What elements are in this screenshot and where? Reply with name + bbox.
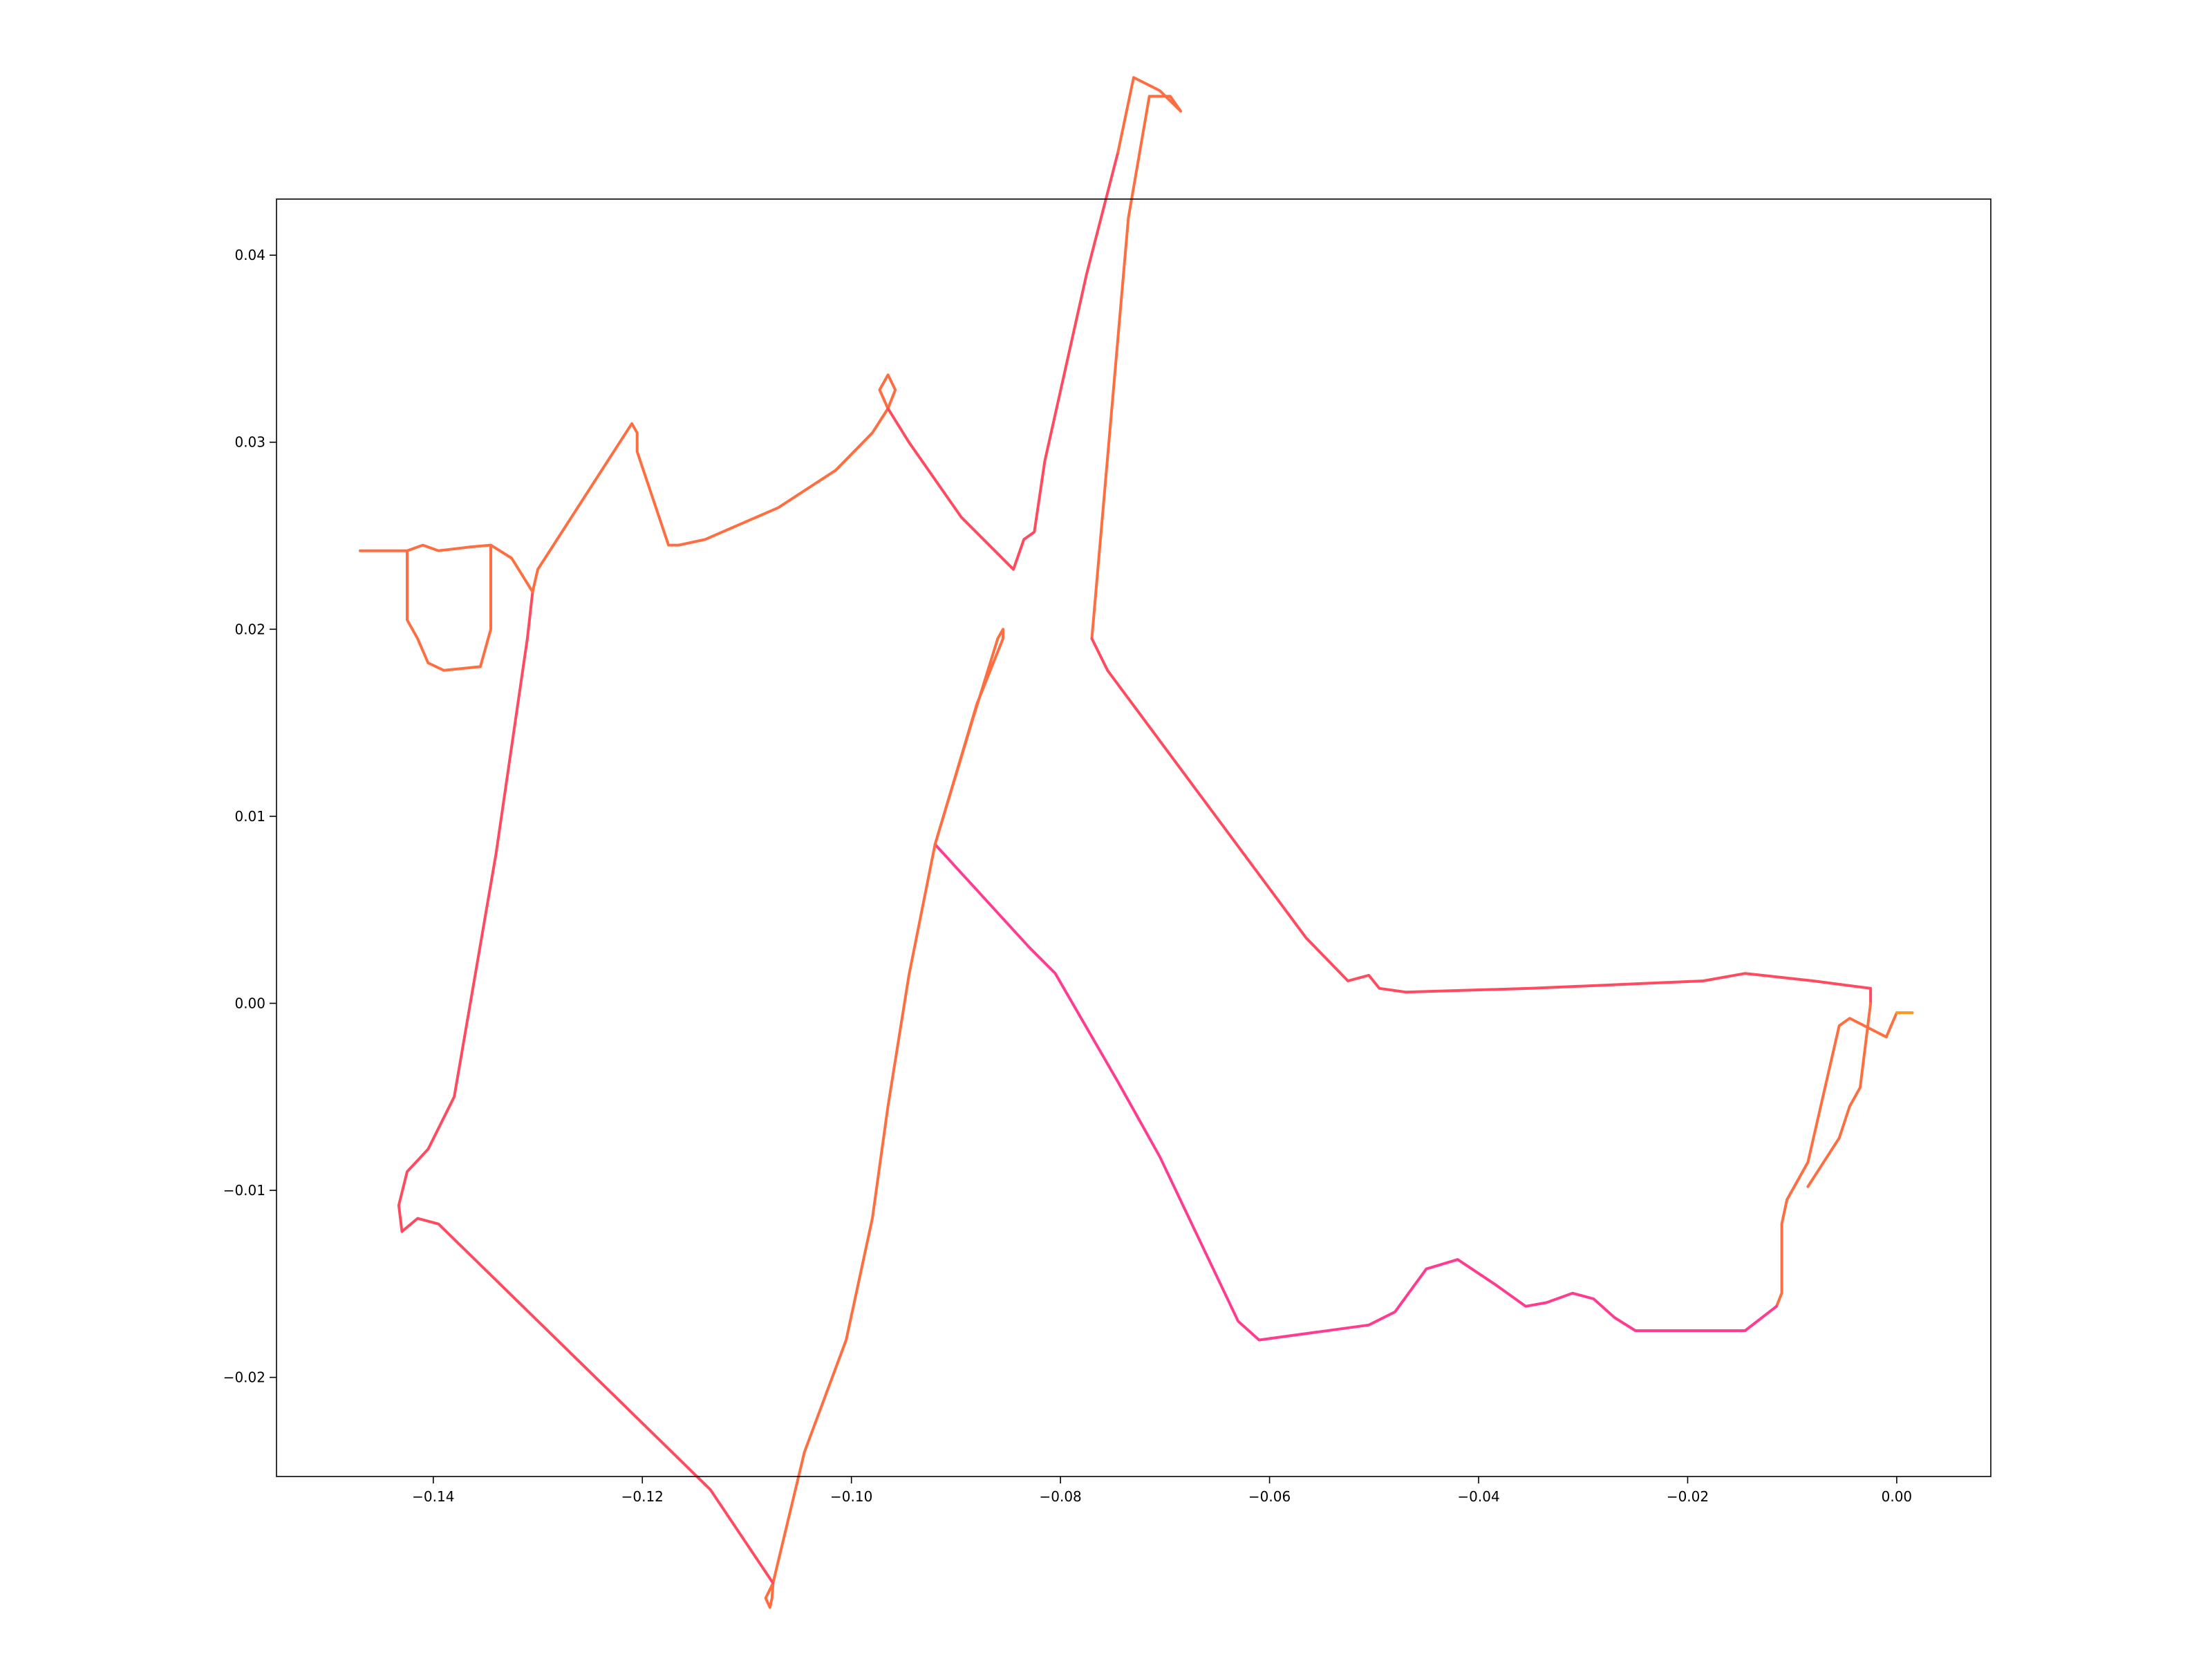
trajectory-segment-16 <box>359 543 471 552</box>
trajectory-segment-13 <box>1806 1002 1873 1188</box>
x-tick-label: −0.10 <box>830 1488 872 1505</box>
trajectory-segment-5 <box>397 590 775 1585</box>
x-tick-label: −0.14 <box>412 1488 454 1505</box>
trajectory-segment-11 <box>1090 76 1182 640</box>
trajectory-segment-4 <box>764 1582 775 1609</box>
trajectory-segment-9 <box>878 373 897 410</box>
x-tick-label: −0.08 <box>1039 1488 1081 1505</box>
trajectory-series <box>359 76 1914 1609</box>
x-tick-label: 0.00 <box>1882 1488 1913 1505</box>
y-tick-label: 0.04 <box>234 247 265 263</box>
y-axis: −0.02 −0.01 0.00 0.01 0.02 0.03 0.04 <box>223 247 276 1386</box>
trajectory-segment-1 <box>1775 1011 1898 1308</box>
y-tick-label: 0.03 <box>234 434 265 451</box>
trajectory-segment-7 <box>677 469 837 547</box>
trajectory-segment-15 <box>468 543 534 594</box>
trajectory-segment-17 <box>406 543 492 672</box>
y-tick-label: 0.01 <box>234 808 265 825</box>
trajectory-segment-12 <box>1090 637 1873 1005</box>
y-tick-label: −0.02 <box>223 1369 265 1386</box>
trajectory-segment-8 <box>834 407 890 472</box>
trajectory-segment-10 <box>886 151 1120 571</box>
trajectory-segment-3 <box>771 628 1004 1585</box>
y-tick-label: −0.01 <box>223 1182 265 1199</box>
trajectory-segment-6 <box>531 422 681 594</box>
plot-frame <box>276 198 1991 1477</box>
trajectory-segment-2 <box>933 843 1778 1342</box>
y-tick-label: 0.02 <box>234 621 265 637</box>
x-axis: −0.14 −0.12 −0.10 −0.08 −0.06 −0.04 −0.02 0.00 <box>412 1477 1912 1505</box>
x-tick-label: −0.06 <box>1248 1488 1291 1505</box>
y-tick-label: 0.00 <box>234 995 265 1011</box>
x-tick-label: −0.12 <box>621 1488 664 1505</box>
x-tick-label: −0.04 <box>1457 1488 1499 1505</box>
x-tick-label: −0.02 <box>1667 1488 1709 1505</box>
